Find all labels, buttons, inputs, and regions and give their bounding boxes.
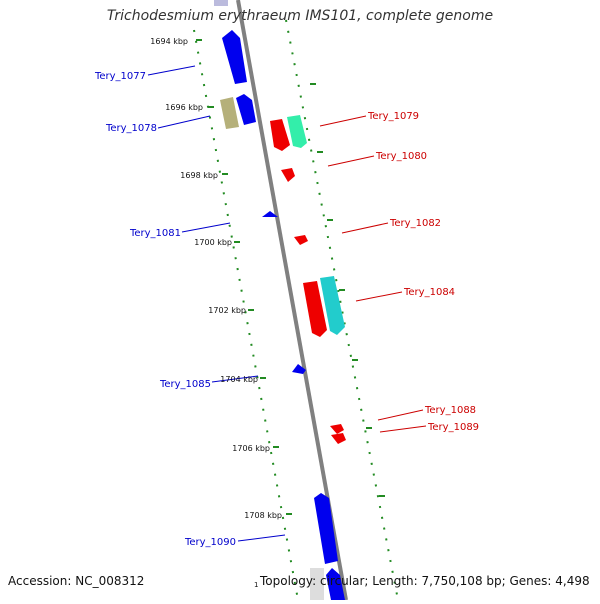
label-Tery_1081[interactable]: Tery_1081 bbox=[129, 228, 181, 239]
gene-Tery_1079b[interactable] bbox=[287, 115, 307, 148]
gene-Tery_1077[interactable] bbox=[222, 30, 247, 84]
gene-Tery_1089[interactable] bbox=[331, 433, 346, 444]
reverse-label-lines bbox=[319, 115, 427, 433]
scale-labels: 1694 kbp 1696 kbp 1698 kbp 1700 kbp 1702… bbox=[150, 37, 282, 520]
scale-label: 1696 kbp bbox=[165, 103, 203, 112]
tick-track-outer bbox=[285, 19, 399, 601]
label-Tery_1082[interactable]: Tery_1082 bbox=[389, 218, 441, 229]
label-Tery_1090[interactable]: Tery_1090 bbox=[184, 537, 236, 548]
gene-Tery_1081[interactable] bbox=[262, 211, 278, 217]
label-Tery_1077[interactable]: Tery_1077 bbox=[94, 71, 146, 82]
map-title: Trichodesmium erythraeum IMS101, complet… bbox=[106, 8, 494, 24]
label-Tery_1078[interactable]: Tery_1078 bbox=[105, 123, 157, 134]
gene-Tery_1080[interactable] bbox=[281, 168, 295, 182]
gene-Tery_1085[interactable] bbox=[292, 364, 306, 374]
label-Tery_1085[interactable]: Tery_1085 bbox=[159, 379, 211, 390]
label-Tery_1084[interactable]: Tery_1084 bbox=[403, 287, 455, 298]
major-ticks-inner bbox=[196, 39, 292, 515]
scale-label: 1698 kbp bbox=[180, 171, 218, 180]
gene-Tery_1084[interactable] bbox=[303, 281, 327, 337]
accession-label: Accession: NC_008312 bbox=[8, 574, 145, 588]
major-ticks-outer bbox=[310, 83, 385, 497]
scale-label: 1708 kbp bbox=[244, 511, 282, 520]
gene-Tery_1084b[interactable] bbox=[320, 276, 345, 335]
topology-label: Topology: circular; Length: 7,750,108 bp… bbox=[260, 574, 590, 588]
scale-label: 1704 kbp bbox=[220, 375, 258, 384]
label-Tery_1079[interactable]: Tery_1079 bbox=[367, 111, 419, 122]
scale-label: 1702 kbp bbox=[208, 306, 246, 315]
gene-Tery_1078b[interactable] bbox=[236, 94, 256, 125]
partial-gene-bottom-grey bbox=[310, 568, 324, 600]
scale-label: 1694 kbp bbox=[150, 37, 188, 46]
gene-Tery_1079[interactable] bbox=[270, 119, 290, 151]
scale-label: 1700 kbp bbox=[194, 238, 232, 247]
gene-Tery_1082[interactable] bbox=[294, 235, 308, 245]
forward-label-lines bbox=[147, 65, 286, 542]
label-Tery_1088[interactable]: Tery_1088 bbox=[424, 405, 476, 416]
reverse-gene-labels: Tery_1079 Tery_1080 Tery_1082 Tery_1084 … bbox=[367, 111, 479, 433]
label-Tery_1080[interactable]: Tery_1080 bbox=[375, 151, 427, 162]
gene-Tery_1078[interactable] bbox=[220, 97, 239, 129]
origin-marker: 1 bbox=[254, 581, 258, 589]
partial-gene-top bbox=[214, 0, 228, 6]
gene-Tery_1090[interactable] bbox=[314, 493, 338, 564]
gene-Tery_1088[interactable] bbox=[330, 424, 344, 434]
partial-gene-bottom-blue bbox=[326, 568, 345, 600]
forward-gene-labels: Tery_1077 Tery_1078 Tery_1081 Tery_1085 … bbox=[94, 71, 236, 548]
scale-label: 1706 kbp bbox=[232, 444, 270, 453]
label-Tery_1089[interactable]: Tery_1089 bbox=[427, 422, 479, 433]
